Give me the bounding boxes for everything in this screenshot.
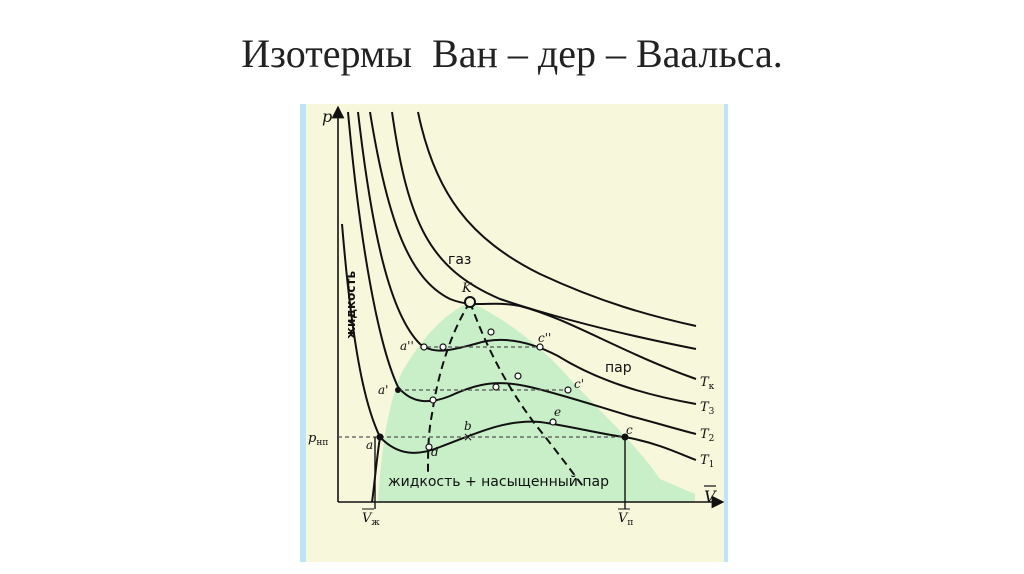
- isotherm-t2: [347, 111, 697, 435]
- v-liquid-subscript: ж: [371, 518, 380, 528]
- isotherm-label-tk: Tк: [700, 375, 715, 392]
- inner-marker-2: [429, 396, 437, 404]
- point-a-marker: [376, 433, 384, 441]
- point-c-marker: [621, 433, 629, 441]
- vapor-label: пар: [605, 360, 632, 376]
- isotherm-top-1: [417, 111, 697, 327]
- two-phase-region: [378, 302, 695, 502]
- spinodal-right: [469, 301, 586, 490]
- v-liquid-label: Vж: [362, 511, 380, 528]
- point-c1-label: c': [574, 377, 584, 391]
- van-der-waals-diagram: × p V жидкость газ пар жидкость + насыще…: [300, 104, 728, 562]
- point-c1-marker: [564, 386, 572, 394]
- isotherm-label-t3: T3: [700, 400, 715, 417]
- inner-marker-4: [514, 372, 522, 380]
- spinodal-left: [427, 301, 471, 473]
- critical-point-label: K: [461, 281, 473, 296]
- point-b-cross: ×: [463, 430, 473, 444]
- point-a2-marker: [420, 343, 428, 351]
- gas-label: газ: [448, 252, 471, 268]
- two-phase-label: жидкость + насыщенный пар: [388, 474, 609, 490]
- critical-point-marker: [464, 296, 476, 308]
- axis-p-label: p: [322, 107, 332, 126]
- isotherm-tk: [369, 111, 697, 380]
- isotherm-t1: [341, 223, 697, 461]
- point-a2-label: a'': [400, 339, 414, 353]
- inner-marker-5: [487, 328, 495, 336]
- point-d-label: d: [431, 445, 439, 459]
- v-vapor-label: Vп: [618, 511, 633, 528]
- slide-title: Изотермы Ван – дер – Ваальса.: [241, 31, 783, 76]
- pressure-subscript: нп: [316, 438, 328, 448]
- diagram-svg: × p V жидкость газ пар жидкость + насыще…: [300, 104, 728, 562]
- point-a-label: a: [366, 438, 373, 452]
- axis-v-label: V: [704, 487, 717, 506]
- point-c-label: c: [626, 423, 633, 437]
- point-a1-marker: [395, 387, 401, 393]
- point-d-marker: [425, 443, 433, 451]
- isotherm-label-t2: T2: [700, 427, 714, 444]
- v-vapor-subscript: п: [627, 518, 633, 528]
- point-e-marker: [549, 418, 557, 426]
- point-a1-label: a': [378, 383, 388, 397]
- point-b-label: b: [464, 419, 472, 433]
- point-e-label: e: [554, 405, 561, 419]
- point-c2-label: c'': [538, 331, 551, 345]
- isotherm-t3: [357, 111, 697, 405]
- inner-marker-1: [439, 343, 447, 351]
- point-c2-marker: [536, 343, 544, 351]
- inner-marker-3: [492, 383, 500, 391]
- isotherm-label-t1: T1: [700, 453, 714, 470]
- liquid-label: жидкость: [344, 271, 358, 339]
- isotherm-top-2: [391, 111, 697, 350]
- pressure-label: pнп: [308, 431, 328, 448]
